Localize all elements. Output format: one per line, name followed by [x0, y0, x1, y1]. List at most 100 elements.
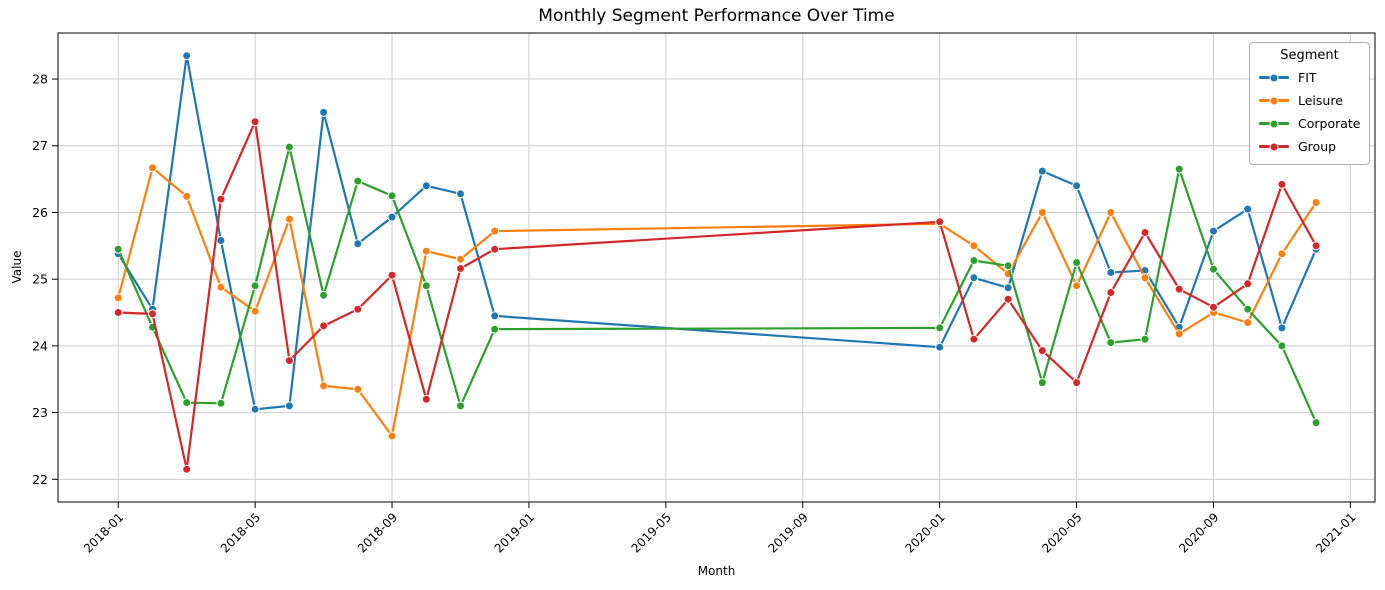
y-tick-label-23: 23: [32, 405, 48, 420]
data-point-leisure-2018-02: [148, 163, 157, 173]
data-point-corporate-2018-06: [284, 142, 294, 152]
series-line-fit: [117, 54, 1318, 411]
data-point-fit-2020-02: [969, 273, 979, 283]
data-point-leisure-2020-05: [1072, 281, 1082, 291]
data-point-corporate-2020-12: [1311, 418, 1321, 428]
data-point-fit-2018-06: [284, 401, 294, 411]
data-point-corporate-2020-08: [1174, 164, 1184, 174]
data-point-leisure-2018-08: [353, 384, 363, 394]
data-point-group-2018-08: [353, 304, 363, 314]
legend-label-leisure: Leisure: [1298, 93, 1343, 108]
data-point-group-2018-04: [216, 194, 226, 204]
data-point-fit-2018-04: [216, 236, 226, 245]
data-point-group-2018-03: [182, 464, 192, 474]
data-point-group-2020-05: [1072, 378, 1082, 388]
x-tick-label-2018-05: 2018-05: [218, 510, 263, 555]
data-point-leisure-2018-01: [113, 293, 123, 303]
leisure-line-marker-icon: [1259, 96, 1289, 105]
series-line-leisure: [117, 166, 1318, 438]
data-point-fit-2020-04: [1037, 166, 1047, 176]
data-point-fit-2018-12: [490, 311, 500, 321]
data-point-fit-2020-09: [1209, 226, 1218, 236]
data-point-leisure-2020-04: [1037, 208, 1047, 217]
data-point-group-2018-06: [284, 356, 294, 366]
series-line-group: [117, 120, 1318, 471]
y-tick-label-25: 25: [32, 272, 48, 287]
data-point-leisure-2020-07: [1140, 273, 1150, 283]
data-point-corporate-2018-10: [421, 281, 431, 291]
x-axis-label: Month: [697, 564, 736, 578]
data-point-group-2020-09: [1209, 302, 1218, 312]
data-point-corporate-2020-07: [1140, 334, 1150, 344]
data-point-leisure-2018-03: [182, 191, 192, 201]
legend-label-group: Group: [1298, 139, 1337, 154]
legend-item-fit: FIT: [1259, 66, 1360, 89]
data-point-fit-2018-10: [421, 181, 431, 191]
data-point-group-2018-11: [456, 264, 465, 273]
plot-border: [57, 32, 1376, 503]
data-point-leisure-2018-06: [284, 214, 294, 224]
x-tick-label-2020-01: 2020-01: [902, 510, 947, 555]
data-point-fit-2020-05: [1072, 181, 1082, 191]
y-tick-label-28: 28: [32, 72, 48, 87]
data-point-corporate-2020-11: [1277, 341, 1287, 351]
data-point-leisure-2018-12: [490, 226, 500, 236]
corporate-line-marker-icon: [1259, 119, 1289, 128]
data-point-corporate-2020-09: [1209, 264, 1218, 274]
data-point-corporate-2020-04: [1037, 378, 1047, 388]
data-point-leisure-2018-11: [456, 254, 465, 264]
data-point-fit-2020-03: [1003, 283, 1013, 293]
data-point-corporate-2018-05: [250, 281, 260, 291]
data-point-group-2018-01: [113, 308, 123, 317]
data-point-fit-2018-05: [250, 404, 260, 414]
data-point-group-2018-07: [319, 321, 329, 331]
legend-item-corporate: Corporate: [1259, 112, 1361, 135]
x-tick-label-2018-01: 2018-01: [81, 510, 126, 555]
data-point-corporate-2018-08: [353, 176, 363, 186]
data-point-group-2020-12: [1311, 241, 1321, 251]
data-point-fit-2020-10: [1243, 204, 1253, 214]
data-point-group-2020-01: [935, 217, 945, 227]
y-tick-label-26: 26: [32, 205, 48, 220]
data-point-leisure-2018-07: [319, 381, 329, 391]
data-point-group-2018-12: [490, 244, 500, 254]
data-point-fit-2020-06: [1106, 268, 1116, 277]
data-point-leisure-2020-08: [1174, 329, 1184, 339]
data-point-group-2018-09: [387, 270, 397, 280]
x-tick-label-2019-05: 2019-05: [629, 510, 674, 555]
data-point-fit-2018-11: [456, 189, 465, 199]
x-tick-label-2019-09: 2019-09: [766, 510, 811, 555]
data-point-corporate-2020-02: [969, 256, 979, 265]
data-point-group-2020-03: [1003, 294, 1013, 304]
legend-item-leisure: Leisure: [1259, 89, 1360, 112]
data-point-corporate-2018-01: [113, 244, 123, 254]
data-point-leisure-2018-05: [250, 306, 260, 316]
series-line-corporate: [117, 146, 1318, 424]
data-point-fit-2020-01: [935, 342, 945, 352]
data-point-group-2020-06: [1106, 288, 1116, 297]
data-point-leisure-2020-12: [1311, 198, 1321, 207]
legend-title: Segment: [1280, 48, 1339, 63]
data-point-fit-2020-11: [1277, 323, 1287, 333]
data-point-group-2018-02: [148, 309, 157, 319]
data-point-group-2020-10: [1243, 279, 1253, 289]
data-point-corporate-2018-07: [319, 290, 329, 300]
x-tick-label-2020-05: 2020-05: [1039, 510, 1084, 555]
data-point-group-2020-08: [1174, 284, 1184, 294]
data-point-fit-2018-03: [182, 51, 192, 61]
data-point-group-2020-11: [1277, 179, 1287, 189]
legend-label-fit: FIT: [1298, 70, 1317, 85]
legend-item-group: Group: [1259, 135, 1360, 158]
data-point-corporate-2018-12: [490, 324, 500, 334]
y-tick-label-22: 22: [32, 472, 48, 487]
data-point-leisure-2018-10: [421, 246, 431, 256]
data-point-leisure-2020-06: [1106, 208, 1116, 217]
data-point-group-2020-07: [1140, 228, 1150, 237]
data-point-group-2020-02: [969, 334, 979, 344]
y-axis-label: Value: [10, 250, 24, 284]
data-point-leisure-2018-04: [216, 282, 226, 292]
data-point-corporate-2018-03: [182, 398, 192, 408]
y-tick-label-27: 27: [32, 138, 48, 153]
